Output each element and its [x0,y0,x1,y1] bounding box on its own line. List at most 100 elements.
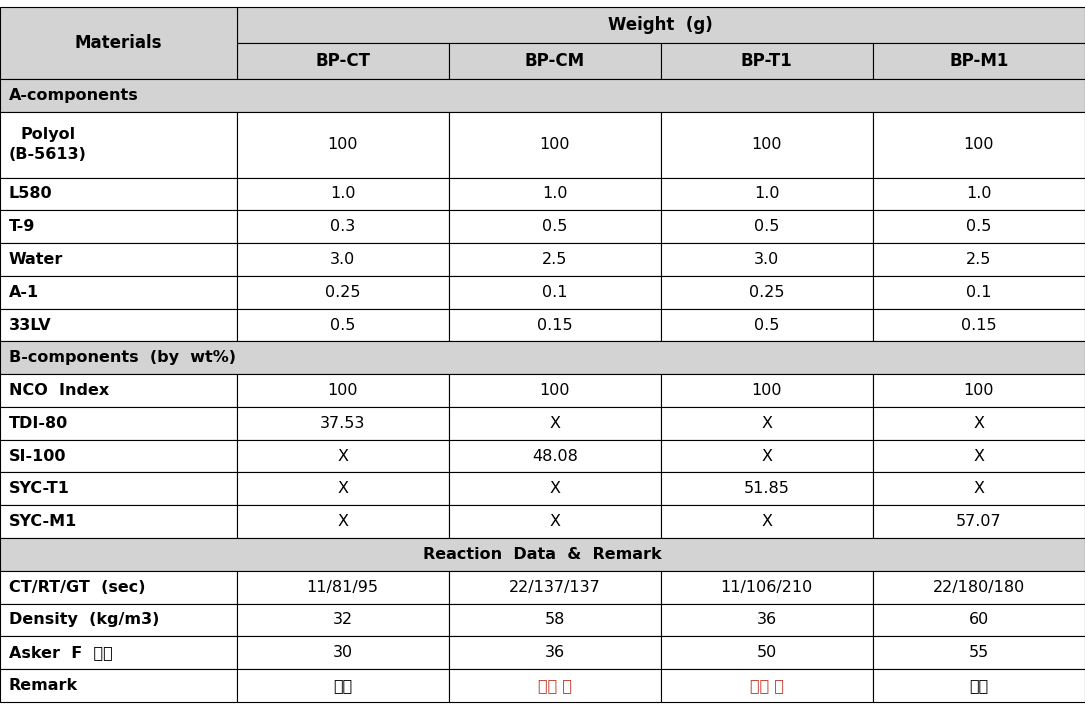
Text: 2.5: 2.5 [542,252,567,267]
Bar [872,112,1085,177]
Bar [449,637,661,669]
Text: 30: 30 [332,645,353,660]
Text: Reaction  Data  &  Remark: Reaction Data & Remark [423,547,662,562]
Bar [449,308,661,342]
Text: 수축 小: 수축 小 [750,678,783,693]
Bar [237,637,449,669]
Text: 36: 36 [545,645,565,660]
Bar [872,43,1085,79]
Text: 수축 小: 수축 小 [538,678,572,693]
Bar [449,112,661,177]
Bar [872,243,1085,276]
Text: 22/180/180: 22/180/180 [933,580,1025,595]
Text: T-9: T-9 [9,219,35,234]
Text: SYC-T1: SYC-T1 [9,481,69,496]
Text: 양호: 양호 [333,678,353,693]
Bar [872,440,1085,472]
Bar [449,506,661,538]
Text: Water: Water [9,252,63,267]
Bar [0,669,237,702]
Bar [872,276,1085,308]
Bar [449,374,661,407]
Text: 0.25: 0.25 [324,285,360,300]
Text: 100: 100 [752,138,782,152]
Text: B-components  (by  wt%): B-components (by wt%) [9,350,235,365]
Text: NCO  Index: NCO Index [9,383,108,398]
Text: X: X [549,514,560,529]
Text: 0.5: 0.5 [542,219,567,234]
Text: Materials: Materials [75,34,162,52]
Text: X: X [549,415,560,431]
Text: 36: 36 [756,613,777,627]
Text: 57.07: 57.07 [956,514,1001,529]
Bar [661,506,872,538]
Bar [661,308,872,342]
Text: Density  (kg/m3): Density (kg/m3) [9,613,159,627]
Text: 3.0: 3.0 [330,252,355,267]
Bar [449,440,661,472]
Text: Weight  (g): Weight (g) [609,16,713,34]
Bar [661,571,872,603]
Bar [872,669,1085,702]
Text: A-components: A-components [9,88,139,103]
Text: 0.5: 0.5 [967,219,992,234]
Bar [0,603,237,637]
Bar [0,177,237,211]
Text: 100: 100 [328,383,358,398]
Bar [661,243,872,276]
Bar [0,79,1085,112]
Text: 0.3: 0.3 [330,219,355,234]
Text: 100: 100 [539,383,570,398]
Text: 100: 100 [539,138,570,152]
Bar [661,407,872,440]
Bar [237,7,1085,43]
Bar [872,177,1085,211]
Bar [661,112,872,177]
Text: X: X [337,514,348,529]
Text: BP-M1: BP-M1 [949,52,1009,70]
Text: 0.5: 0.5 [754,318,779,333]
Bar [0,571,237,603]
Text: 3.0: 3.0 [754,252,779,267]
Text: TDI-80: TDI-80 [9,415,68,431]
Bar [449,407,661,440]
Text: 2.5: 2.5 [967,252,992,267]
Text: Polyol
(B-5613): Polyol (B-5613) [9,128,87,162]
Text: X: X [762,449,773,464]
Text: BP-CM: BP-CM [525,52,585,70]
Bar [872,374,1085,407]
Text: A-1: A-1 [9,285,39,300]
Text: 100: 100 [328,138,358,152]
Bar [661,43,872,79]
Text: 55: 55 [969,645,990,660]
Text: X: X [549,481,560,496]
Bar [449,177,661,211]
Bar [237,571,449,603]
Bar [237,43,449,79]
Bar [0,243,237,276]
Text: Remark: Remark [9,678,78,693]
Bar [0,308,237,342]
Bar [0,7,237,79]
Text: X: X [337,481,348,496]
Text: 51.85: 51.85 [744,481,790,496]
Bar [0,472,237,506]
Bar [0,374,237,407]
Text: 0.25: 0.25 [749,285,784,300]
Text: 100: 100 [963,138,994,152]
Bar [449,211,661,243]
Text: 50: 50 [756,645,777,660]
Text: X: X [973,415,984,431]
Text: 32: 32 [332,613,353,627]
Text: 48.08: 48.08 [532,449,577,464]
Bar [872,506,1085,538]
Text: X: X [973,481,984,496]
Bar [449,571,661,603]
Bar [661,440,872,472]
Bar [237,669,449,702]
Bar [661,276,872,308]
Bar [237,506,449,538]
Bar [0,112,237,177]
Text: 0.15: 0.15 [537,318,573,333]
Bar [0,506,237,538]
